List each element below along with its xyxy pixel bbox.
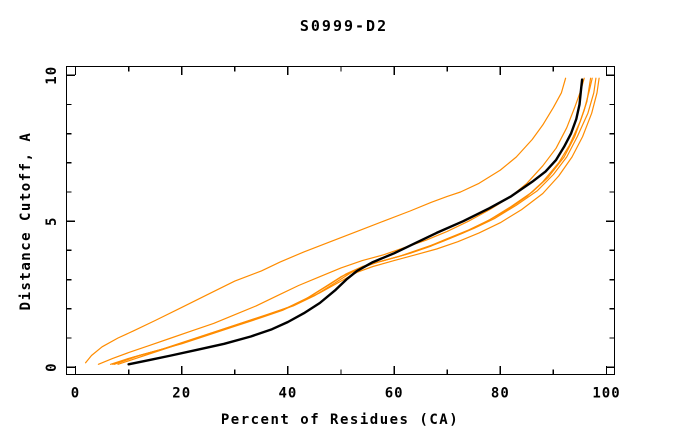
y-tick-label: 10: [44, 66, 60, 85]
curve-black: [127, 78, 584, 366]
y-axis-label: Distance Cutoff, A: [18, 132, 34, 311]
x-tick-label: 80: [491, 386, 510, 402]
curve-orange-6: [117, 77, 600, 365]
x-tick-label: 0: [71, 386, 80, 402]
curve-orange-1: [85, 77, 567, 364]
y-tick-label: 0: [44, 362, 60, 371]
curve-orange-3: [110, 77, 592, 365]
plot-frame: [66, 66, 615, 375]
x-axis-label: Percent of Residues (CA): [221, 412, 459, 428]
x-tick-label: 100: [592, 386, 620, 402]
curve-orange-4: [112, 77, 593, 365]
plot-area: 0 20 40 60 80 100 0 5 10: [44, 66, 620, 402]
chart-title: S0999-D2: [300, 17, 388, 35]
y-tick-label: 5: [44, 217, 60, 226]
x-tick-label: 60: [385, 386, 404, 402]
x-tick-label: 40: [279, 386, 298, 402]
curve-orange-2: [97, 77, 585, 365]
x-tick-label: 20: [172, 386, 191, 402]
curve-orange-5: [113, 77, 597, 365]
